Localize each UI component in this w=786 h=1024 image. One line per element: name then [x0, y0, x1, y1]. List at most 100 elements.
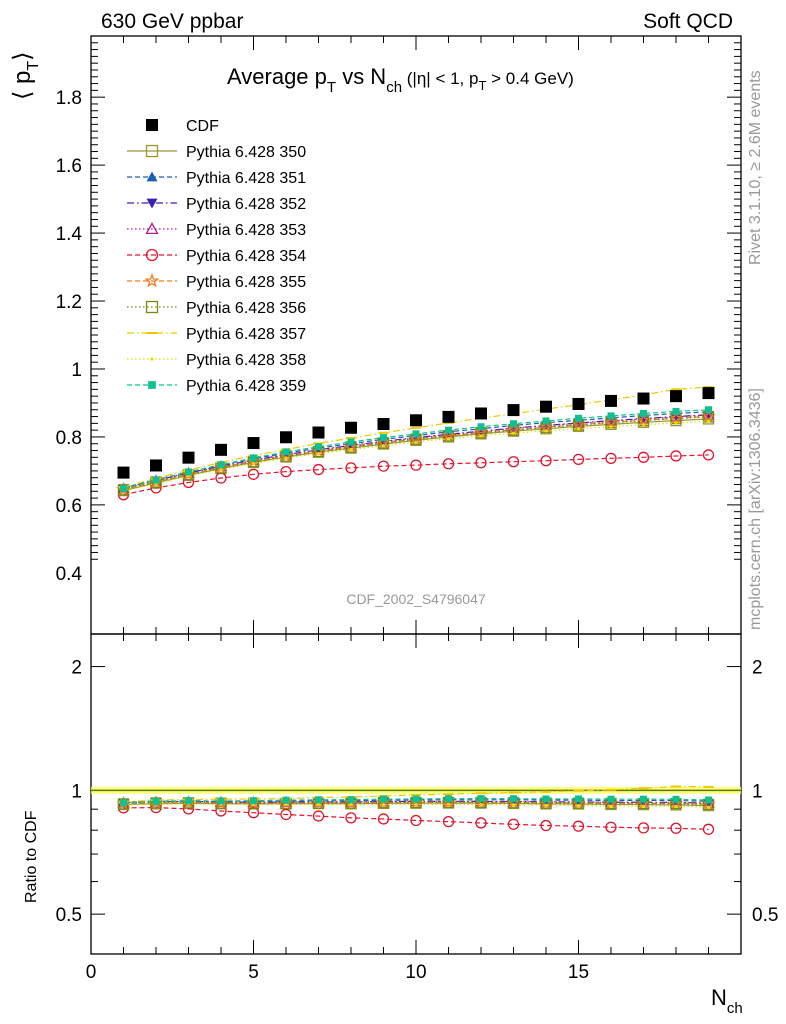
plot-title: Average pT vs Nch (|η| < 1, pT > 0.4 GeV… [227, 64, 574, 96]
y-tick-label: 1.4 [56, 224, 83, 245]
ylabel-main-sub: T [25, 61, 42, 71]
data-point-p355 [571, 417, 586, 431]
x-tick-label: 0 [86, 962, 97, 983]
ratio-point-p359 [477, 795, 485, 803]
title-sub-ch: ch [386, 79, 402, 96]
data-point-p355 [603, 414, 619, 429]
ratio-series-layer [91, 785, 741, 835]
ratio-point-p358 [316, 802, 321, 807]
legend-label-p355: Pythia 6.428 355 [186, 274, 306, 291]
data-point-cdf [410, 414, 422, 427]
ratio-point-p359 [607, 795, 615, 803]
ratio-point-p359 [282, 796, 290, 804]
data-point-p358 [446, 437, 451, 441]
data-point-cdf [377, 418, 390, 431]
data-point-p358 [609, 425, 613, 429]
ylabel-main: ⟨ pT⟩ [9, 51, 42, 100]
ratio-point-p354 [312, 810, 325, 822]
x-tick-label: 10 [405, 962, 426, 983]
ratio-point-p358 [511, 803, 516, 807]
data-point-cdf [150, 459, 162, 472]
ratio-point-p354 [572, 820, 585, 832]
data-point-p358 [219, 467, 223, 472]
y-tick-label: 1.8 [56, 88, 82, 109]
series-line-p354 [123, 454, 709, 496]
legend-marker-p353 [145, 222, 159, 235]
data-point-p354 [475, 457, 487, 469]
ratio-point-p359 [120, 799, 127, 807]
legend-label-p351: Pythia 6.428 351 [186, 170, 306, 187]
data-point-p354 [540, 455, 552, 467]
data-point-p354 [377, 460, 390, 472]
data-point-cdf [442, 410, 455, 423]
data-point-p359 [185, 468, 192, 476]
xlabel-sub: ch [727, 1000, 743, 1017]
legend-marker-p355 [144, 273, 160, 288]
legend-marker-cdf [146, 119, 158, 131]
legend-marker-p358 [150, 357, 154, 361]
series-line-p356 [123, 416, 709, 491]
legend-label-p353: Pythia 6.428 353 [186, 222, 306, 239]
data-point-p354 [572, 453, 585, 466]
title-sub-t: T [327, 79, 336, 96]
title-cuts-b: > 0.4 GeV) [486, 69, 573, 88]
mcplots-label: mcplots.cern.ch [arXiv:1306.3436] [747, 388, 764, 630]
ratio-point-p354 [702, 823, 715, 835]
legend-label-p350: Pythia 6.428 350 [186, 144, 306, 161]
data-point-cdf [605, 394, 617, 407]
legend-label-p352: Pythia 6.428 352 [186, 196, 306, 213]
ratio-line-p354 [123, 806, 709, 830]
title-main: Average p [227, 64, 327, 89]
legend-label-p356: Pythia 6.428 356 [186, 300, 306, 317]
ylabel-main-b: ⟩ [9, 51, 36, 60]
data-point-p358 [576, 427, 581, 431]
ratio-y-tick-label: 1 [71, 781, 82, 802]
legend-label-p354: Pythia 6.428 354 [186, 248, 306, 265]
data-point-p354 [605, 452, 617, 464]
ratio-point-p359 [575, 795, 582, 803]
ratio-point-p354 [605, 821, 617, 833]
ratio-point-p358 [641, 804, 646, 808]
data-point-p358 [381, 444, 386, 448]
data-point-cdf [280, 431, 292, 444]
legend-label-cdf: CDF [186, 118, 219, 135]
y-tick-label: 1.6 [56, 156, 82, 177]
data-point-p359 [477, 423, 485, 431]
ratio-point-p359 [250, 797, 257, 805]
header-left: 630 GeV ppbar [101, 10, 243, 33]
data-point-p359 [217, 461, 225, 469]
data-point-p358 [316, 451, 321, 456]
ratio-point-p358 [674, 804, 678, 808]
main-series-layer [116, 385, 716, 501]
ratio-point-p354 [345, 812, 357, 824]
ratio-point-p354 [410, 814, 422, 827]
ratio-frame [90, 633, 742, 955]
ratio-y-tick-label-right: 1 [752, 781, 763, 802]
data-point-p359 [607, 412, 615, 420]
data-point-p358 [479, 434, 483, 438]
ratio-point-p358 [544, 803, 548, 807]
data-point-p354 [280, 465, 292, 478]
legend-label-p359: Pythia 6.428 359 [186, 378, 306, 395]
ratio-y-tick-label: 0.5 [56, 905, 82, 926]
ratio-y-tick-label-right: 0.5 [752, 905, 778, 926]
title-vs: vs N [336, 64, 386, 89]
ratio-line-p356 [123, 801, 709, 805]
data-point-cdf [507, 404, 520, 417]
ratio-point-p359 [217, 797, 225, 805]
data-point-p359 [412, 430, 420, 438]
ratio-point-p359 [640, 795, 647, 803]
data-point-p354 [670, 450, 682, 462]
ratio-point-p356 [117, 798, 130, 810]
legend-marker-p352 [146, 198, 158, 209]
ratio-point-p358 [479, 802, 483, 807]
ratio-point-p359 [380, 795, 387, 803]
y-tick-label: 0.8 [56, 428, 82, 449]
ratio-point-p358 [349, 803, 353, 807]
data-point-p359 [315, 443, 322, 451]
ylabel-ratio: Ratio to CDF [23, 810, 40, 903]
ylabel-main-a: ⟨ p [9, 71, 36, 100]
data-point-p354 [702, 449, 715, 461]
y-tick-label: 0.4 [56, 564, 83, 585]
